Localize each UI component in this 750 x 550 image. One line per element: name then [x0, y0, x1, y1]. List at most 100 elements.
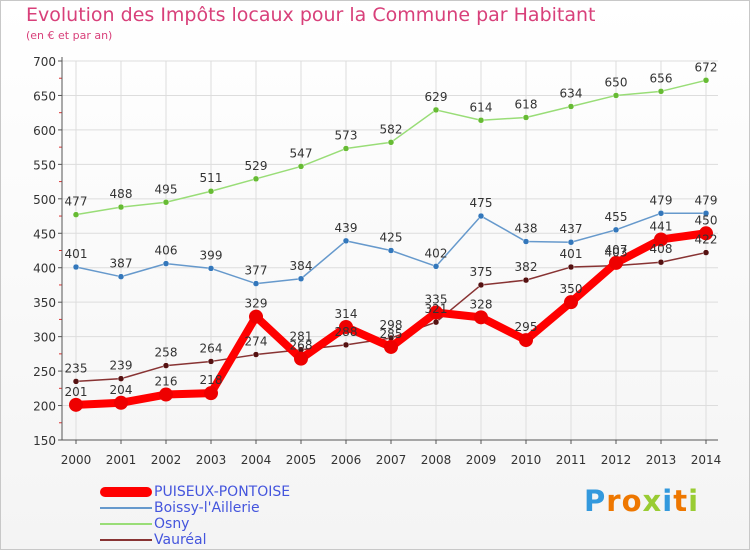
data-label-boissy-l-aillerie: 399	[200, 248, 223, 262]
data-label-puiseux-pontoise: 268	[290, 339, 313, 353]
data-point-osny	[387, 139, 395, 146]
y-tick-label: 550	[33, 158, 56, 172]
legend-swatch-boissy-l-aillerie	[100, 507, 152, 509]
axis-layer: 150 200 250 300 350 400 450 500 550 600 650 700 2000…	[33, 55, 721, 467]
data-point-puiseux-pontoise	[699, 226, 713, 241]
data-point-vaur-al	[342, 341, 350, 349]
data-point-osny	[522, 114, 530, 121]
data-point-boissy-l-aillerie	[342, 237, 350, 245]
x-tick-label: 2002	[151, 453, 182, 467]
data-label-boissy-l-aillerie: 377	[245, 264, 268, 278]
y-tick-label: 700	[33, 55, 56, 69]
y-tick-label: 250	[33, 365, 56, 379]
logo-letter: i	[688, 484, 700, 518]
data-label-boissy-l-aillerie: 387	[110, 257, 133, 271]
chart-title: Evolution des Impôts locaux pour la Comm…	[26, 4, 596, 26]
data-label-vaur-al: 258	[155, 346, 178, 360]
y-tick-label: 150	[33, 434, 56, 448]
data-label-boissy-l-aillerie: 402	[425, 246, 448, 260]
data-point-boissy-l-aillerie	[567, 238, 575, 246]
data-point-vaur-al	[252, 351, 260, 358]
data-point-osny	[612, 92, 620, 99]
data-point-boissy-l-aillerie	[297, 275, 305, 283]
data-point-vaur-al	[477, 281, 485, 289]
data-point-puiseux-pontoise	[384, 339, 398, 354]
data-point-osny	[297, 163, 305, 170]
x-tick-label: 2012	[601, 453, 632, 467]
logo-letter: t	[673, 484, 689, 518]
data-label-boissy-l-aillerie: 479	[650, 193, 673, 207]
data-point-puiseux-pontoise	[339, 319, 353, 334]
x-tick-label: 2001	[106, 453, 137, 467]
data-label-vaur-al: 401	[560, 247, 583, 261]
logo-letter: i	[662, 484, 674, 518]
data-point-puiseux-pontoise	[249, 309, 263, 324]
y-tick-label: 200	[33, 400, 56, 414]
data-point-boissy-l-aillerie	[522, 238, 530, 245]
data-point-vaur-al	[72, 378, 80, 385]
data-label-osny: 634	[560, 86, 583, 100]
data-label-osny: 511	[200, 171, 223, 185]
data-label-boissy-l-aillerie: 438	[515, 222, 538, 236]
data-label-puiseux-pontoise: 201	[65, 385, 88, 399]
data-label-vaur-al: 298	[380, 318, 403, 332]
data-point-puiseux-pontoise	[429, 305, 443, 320]
x-tick-label: 2011	[556, 453, 587, 467]
data-label-vaur-al: 288	[335, 325, 358, 339]
data-point-osny	[252, 175, 260, 183]
x-tick-label: 2007	[376, 453, 407, 467]
data-point-boissy-l-aillerie	[207, 265, 215, 272]
data-point-osny	[477, 117, 485, 124]
data-point-vaur-al	[657, 258, 665, 266]
data-point-puiseux-pontoise	[564, 295, 578, 310]
data-label-boissy-l-aillerie: 455	[605, 210, 628, 224]
data-point-osny	[117, 203, 125, 211]
x-tick-label: 2009	[466, 453, 497, 467]
y-tick-label: 600	[33, 124, 56, 138]
data-label-boissy-l-aillerie: 475	[470, 196, 493, 210]
data-label-boissy-l-aillerie: 406	[155, 244, 178, 258]
data-label-vaur-al: 375	[470, 265, 493, 279]
data-label-puiseux-pontoise: 204	[110, 383, 133, 397]
logo-letter: x	[642, 484, 663, 518]
x-tick-label: 2006	[331, 453, 362, 467]
data-label-osny: 488	[110, 187, 133, 201]
label-layer: 477 488 495 511 529 547 573 582 629 614 618 634 650 6…	[65, 60, 718, 399]
line-chart: 150 200 250 300 350 400 450 500 550 600 650 700 2000…	[33, 55, 721, 467]
data-point-osny	[702, 77, 710, 84]
data-label-puiseux-pontoise: 314	[335, 307, 358, 321]
data-label-vaur-al: 408	[650, 242, 673, 256]
data-point-boissy-l-aillerie	[72, 263, 80, 271]
legend-label-vaureal: Vauréal	[154, 532, 207, 548]
x-tick-label: 2014	[691, 453, 722, 467]
data-label-vaur-al: 264	[200, 341, 223, 355]
legend-swatch-vaureal	[100, 539, 152, 541]
data-label-osny: 573	[335, 129, 358, 143]
data-label-puiseux-pontoise: 350	[560, 282, 583, 296]
data-label-puiseux-pontoise: 407	[605, 243, 628, 257]
data-label-puiseux-pontoise: 328	[470, 297, 493, 311]
legend-label-puiseux-pontoise: PUISEUX-PONTOISE	[154, 484, 291, 500]
data-label-boissy-l-aillerie: 384	[290, 259, 313, 273]
logo-letter: o	[621, 484, 643, 518]
data-label-vaur-al: 321	[425, 302, 448, 316]
data-point-puiseux-pontoise	[654, 232, 668, 247]
x-tick-label: 2010	[511, 453, 542, 467]
data-label-puiseux-pontoise: 335	[425, 293, 448, 307]
data-label-osny: 614	[470, 100, 493, 114]
data-label-vaur-al: 422	[695, 233, 718, 247]
y-tick-label: 450	[33, 227, 56, 241]
data-label-puiseux-pontoise: 216	[155, 375, 178, 389]
data-label-osny: 495	[155, 182, 178, 196]
x-tick-label: 2004	[241, 453, 272, 467]
data-label-osny: 529	[245, 159, 268, 173]
data-label-puiseux-pontoise: 285	[380, 327, 403, 341]
x-tick-label: 2000	[61, 453, 92, 467]
data-point-vaur-al	[567, 263, 575, 271]
data-point-boissy-l-aillerie	[612, 226, 620, 234]
logo-letter: P	[584, 484, 607, 518]
data-label-puiseux-pontoise: 218	[200, 373, 223, 387]
data-point-vaur-al	[432, 318, 440, 326]
data-label-vaur-al: 235	[65, 361, 88, 375]
data-label-osny: 618	[515, 98, 538, 112]
